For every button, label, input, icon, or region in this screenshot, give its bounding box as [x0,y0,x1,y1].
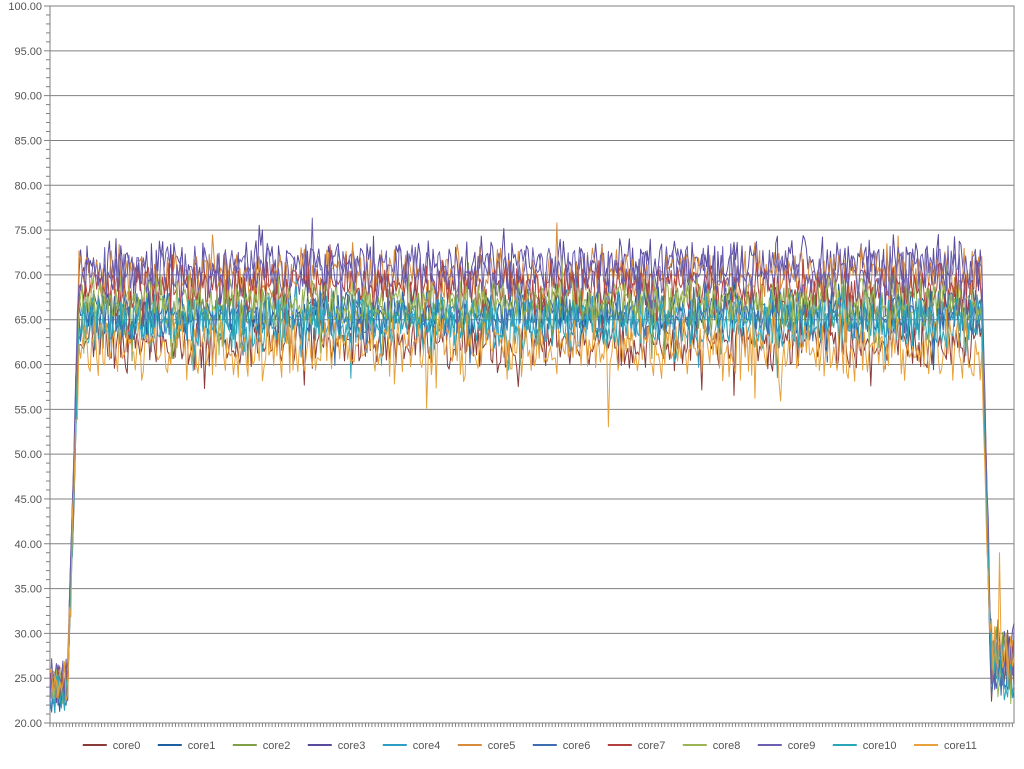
y-tick-label: 100.00 [8,1,42,13]
legend-label-core2: core2 [263,740,291,752]
y-tick-label: 35.00 [14,584,42,596]
y-tick-label: 90.00 [14,91,42,103]
y-tick-label: 70.00 [14,270,42,282]
y-tick-label: 20.00 [14,718,42,730]
y-tick-label: 80.00 [14,180,42,192]
legend-label-core9: core9 [788,740,816,752]
x-ticks [50,723,1012,727]
y-tick-label: 65.00 [14,315,42,327]
legend-label-core0: core0 [113,740,141,752]
legend: core0 core1 core2 core3 core4 core5 core6 core7… [83,740,977,752]
y-tick-label: 95.00 [14,46,42,58]
y-tick-label: 85.00 [14,135,42,147]
legend-label-core4: core4 [413,740,441,752]
y-tick-label: 30.00 [14,628,42,640]
legend-label-core7: core7 [638,740,666,752]
y-tick-label: 25.00 [14,673,42,685]
y-tick-label: 55.00 [14,404,42,416]
legend-label-core10: core10 [863,740,897,752]
legend-label-core8: core8 [713,740,741,752]
y-tick-labels: 20.00 25.00 30.00 35.00 40.00 45.00 50.00 55.00… [8,1,42,730]
y-tick-label: 40.00 [14,539,42,551]
legend-label-core11: core11 [944,740,977,752]
y-tick-label: 60.00 [14,360,42,372]
cpu-core-utilization-chart: 20.00 25.00 30.00 35.00 40.00 45.00 50.00 55.00… [0,0,1024,769]
legend-label-core5: core5 [488,740,516,752]
legend-label-core1: core1 [188,740,216,752]
y-tick-label: 75.00 [14,225,42,237]
legend-label-core6: core6 [563,740,591,752]
y-tick-label: 50.00 [14,449,42,461]
y-tick-label: 45.00 [14,494,42,506]
legend-label-core3: core3 [338,740,366,752]
